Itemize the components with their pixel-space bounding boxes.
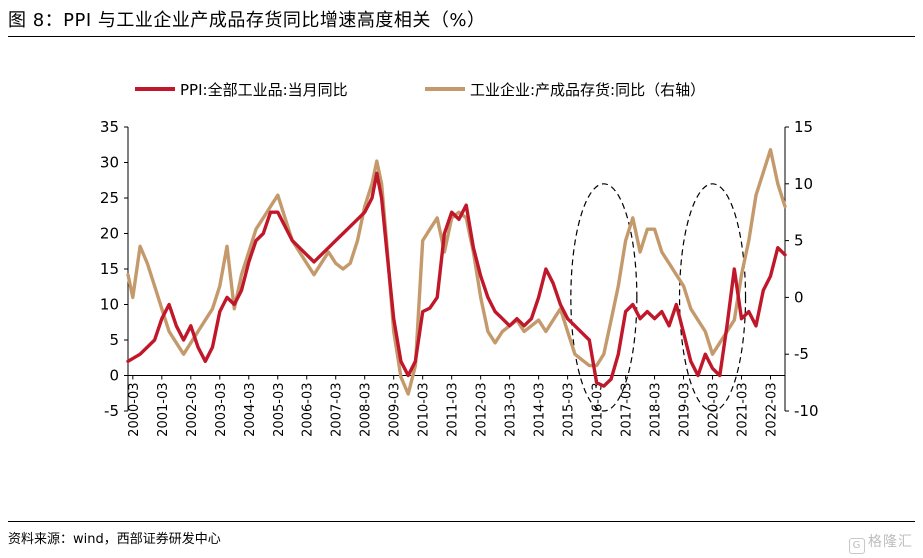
watermark-text: 格隆汇 — [868, 534, 913, 550]
footer-rule — [8, 521, 915, 522]
x-tick-label: 2018-03 — [649, 383, 664, 437]
x-tick-label: 2010-03 — [417, 383, 432, 437]
x-tick-label: 2000-03 — [127, 383, 142, 437]
highlight-ellipse — [678, 183, 747, 412]
y-right-tick-label: 15 — [794, 118, 813, 136]
x-tick-label: 2017-03 — [620, 383, 635, 437]
x-tick-label: 2007-03 — [330, 383, 345, 437]
x-tick-label: 2005-03 — [272, 383, 287, 437]
x-tick-label: 2012-03 — [475, 383, 490, 437]
x-tick-label: 2022-03 — [765, 383, 780, 437]
x-tick-label: 2014-03 — [533, 383, 548, 437]
series-line-inventory — [126, 148, 787, 396]
y-right-tick-label: -10 — [794, 402, 819, 420]
legend: PPI:全部工业品:当月同比 工业企业:产成品存货:同比（右轴） — [135, 81, 705, 99]
y-left-tick-label: 0 — [109, 367, 119, 385]
highlight-ellipse — [570, 183, 638, 412]
page-title: 图 8：PPI 与工业企业产成品存货同比增速高度相关（%） — [8, 10, 486, 31]
x-tick-label: 2011-03 — [446, 383, 461, 437]
legend-label-ppi: PPI:全部工业品:当月同比 — [180, 81, 348, 99]
x-tick-label: 2006-03 — [301, 383, 316, 437]
y-left-tick-label: 30 — [100, 154, 119, 172]
y-left-tick-label: 20 — [100, 225, 119, 243]
y-right-tick-label: 0 — [794, 288, 804, 306]
legend-label-inventory: 工业企业:产成品存货:同比（右轴） — [470, 81, 705, 99]
y-left-tick-label: 25 — [100, 189, 119, 207]
watermark: G 格隆汇 — [849, 531, 913, 554]
x-tick-label: 2008-03 — [359, 383, 374, 437]
chart: PPI:全部工业品:当月同比 工业企业:产成品存货:同比（右轴） -5 0 5 10 1… — [100, 81, 819, 437]
source-note: 资料来源：wind，西部证券研发中心 — [8, 532, 221, 547]
x-tick-label: 2020-03 — [707, 383, 722, 437]
x-tick-label: 2015-03 — [562, 383, 577, 437]
x-tick-label: 2016-03 — [591, 383, 606, 437]
axes: -5 0 5 10 15 20 25 30 35 -10 -5 0 5 10 15 2000-03 2001-0… — [100, 118, 819, 437]
x-tick-label: 2001-03 — [156, 383, 171, 437]
y-right-tick-label: 5 — [794, 232, 804, 250]
x-tick-label: 2004-03 — [243, 383, 258, 437]
title-rule — [8, 36, 915, 37]
watermark-logo-icon: G — [849, 538, 865, 554]
y-left-tick-label: 35 — [100, 118, 119, 136]
series-line-ppi — [126, 171, 787, 388]
x-tick-label: 2003-03 — [214, 383, 229, 437]
x-tick-label: 2021-03 — [736, 383, 751, 437]
y-right-tick-label: -5 — [794, 345, 809, 363]
annotations — [570, 183, 747, 412]
y-right-tick-label: 10 — [794, 175, 813, 193]
x-tick-label: 2019-03 — [678, 383, 693, 437]
x-tick-label: 2002-03 — [185, 383, 200, 437]
x-tick-label: 2009-03 — [388, 383, 403, 437]
plot-lines — [126, 148, 787, 396]
x-tick-label: 2013-03 — [504, 383, 519, 437]
y-left-tick-label: 10 — [100, 296, 119, 314]
y-left-tick-label: 5 — [109, 331, 119, 349]
y-left-tick-label: 15 — [100, 260, 119, 278]
y-left-tick-label: -5 — [104, 402, 119, 420]
